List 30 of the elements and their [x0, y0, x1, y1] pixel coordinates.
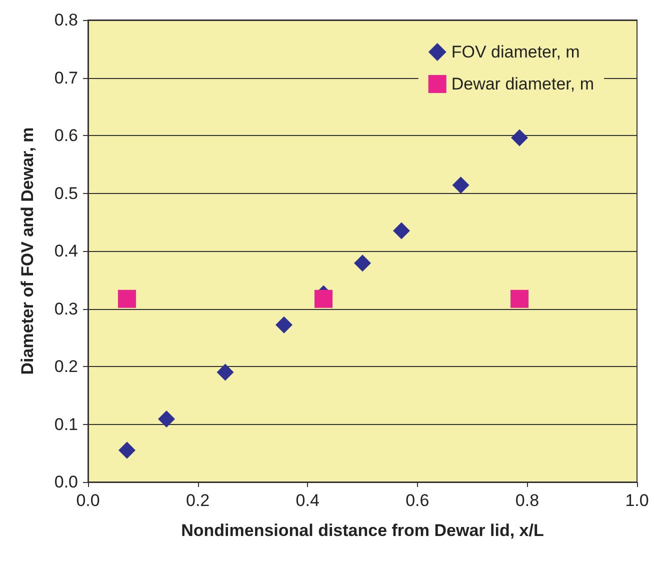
x-tick-label: 1.0 [625, 491, 649, 510]
legend-label: Dewar diameter, m [451, 74, 594, 94]
y-axis-title: Diameter of FOV and Dewar, m [18, 127, 37, 375]
x-tick-label: 0.8 [515, 491, 540, 510]
point [511, 129, 528, 146]
point [510, 290, 529, 308]
point [314, 290, 333, 308]
point [118, 442, 136, 459]
x-tick-label: 0.0 [76, 491, 100, 510]
y-tick-label: 0.6 [54, 126, 78, 145]
legend-label: FOV diameter, m [451, 42, 580, 62]
y-tick-label: 0.5 [54, 184, 78, 203]
point [158, 410, 176, 428]
y-tick-label: 0.0 [54, 472, 78, 492]
point [216, 364, 234, 381]
y-tick-label: 0.4 [54, 242, 78, 260]
x-axis-title: Nondimensional distance from Dewar lid, x/L [181, 521, 544, 540]
x-tick-label: 0.4 [296, 491, 320, 510]
y-tick-label: 0.2 [54, 357, 78, 376]
point [452, 176, 470, 194]
y-tick-label: 0.7 [54, 68, 78, 88]
y-tick-label: 0.3 [54, 299, 78, 318]
point [392, 222, 410, 240]
point [275, 316, 292, 334]
point [354, 254, 371, 272]
x-tick-label: 0.2 [186, 491, 210, 510]
y-tick-label: 0.8 [54, 10, 78, 30]
point [118, 290, 136, 308]
x-tick-label: 0.6 [406, 491, 430, 510]
y-tick-label: 0.1 [54, 414, 78, 434]
